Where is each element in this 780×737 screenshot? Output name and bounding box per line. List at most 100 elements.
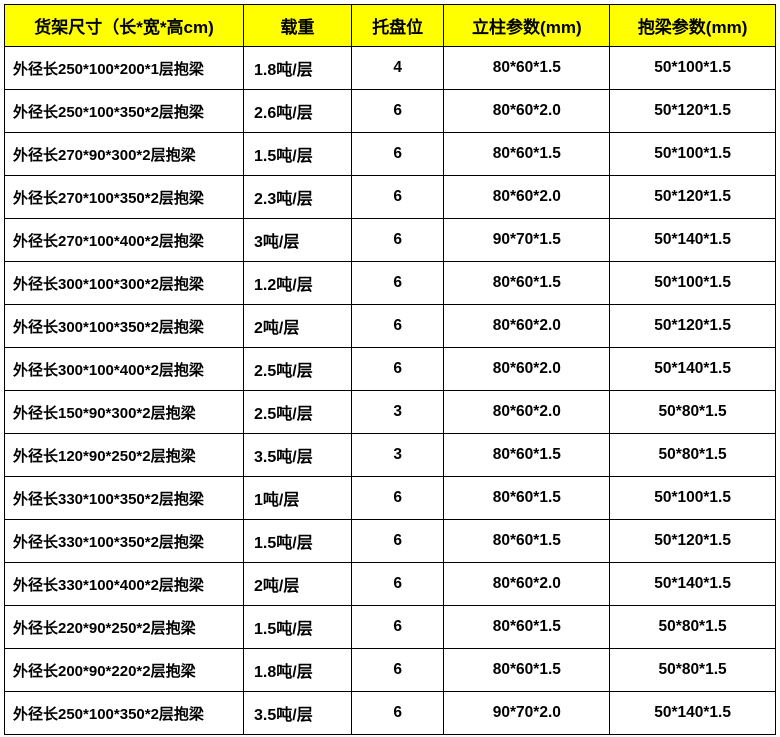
col-header-column-spec: 立柱参数(mm) (444, 5, 610, 47)
table-cell: 外径长200*90*220*2层抱梁 (5, 649, 244, 692)
table-cell: 6 (351, 176, 444, 219)
table-row: 外径长300*100*400*2层抱梁2.5吨/层680*60*2.050*14… (5, 348, 776, 391)
col-header-size: 货架尺寸（长*宽*高cm) (5, 5, 244, 47)
table-cell: 1吨/层 (244, 477, 352, 520)
table-row: 外径长120*90*250*2层抱梁3.5吨/层380*60*1.550*80*… (5, 434, 776, 477)
table-cell: 2吨/层 (244, 563, 352, 606)
col-header-pallet: 托盘位 (351, 5, 444, 47)
table-row: 外径长250*100*200*1层抱梁1.8吨/层480*60*1.550*10… (5, 47, 776, 90)
table-cell: 50*100*1.5 (610, 47, 776, 90)
table-cell: 90*70*1.5 (444, 219, 610, 262)
col-header-beam-spec: 抱梁参数(mm) (610, 5, 776, 47)
table-cell: 外径长150*90*300*2层抱梁 (5, 391, 244, 434)
table-cell: 50*140*1.5 (610, 219, 776, 262)
table-row: 外径长270*100*400*2层抱梁3吨/层690*70*1.550*140*… (5, 219, 776, 262)
table-cell: 50*120*1.5 (610, 176, 776, 219)
table-header: 货架尺寸（长*宽*高cm) 载重 托盘位 立柱参数(mm) 抱梁参数(mm) (5, 5, 776, 47)
table-row: 外径长200*90*220*2层抱梁1.8吨/层680*60*1.550*80*… (5, 649, 776, 692)
table-cell: 6 (351, 305, 444, 348)
table-cell: 外径长120*90*250*2层抱梁 (5, 434, 244, 477)
table-body: 外径长250*100*200*1层抱梁1.8吨/层480*60*1.550*10… (5, 47, 776, 735)
table-cell: 3.5吨/层 (244, 434, 352, 477)
table-cell: 6 (351, 520, 444, 563)
table-cell: 1.8吨/层 (244, 649, 352, 692)
table-cell: 50*80*1.5 (610, 649, 776, 692)
table-cell: 1.2吨/层 (244, 262, 352, 305)
table-cell: 3.5吨/层 (244, 692, 352, 735)
table-cell: 1.8吨/层 (244, 47, 352, 90)
table-cell: 外径长250*100*350*2层抱梁 (5, 90, 244, 133)
table-cell: 3 (351, 391, 444, 434)
table-cell: 6 (351, 219, 444, 262)
table-cell: 50*140*1.5 (610, 348, 776, 391)
table-cell: 外径长220*90*250*2层抱梁 (5, 606, 244, 649)
table-row: 外径长150*90*300*2层抱梁2.5吨/层380*60*2.050*80*… (5, 391, 776, 434)
spec-table: 货架尺寸（长*宽*高cm) 载重 托盘位 立柱参数(mm) 抱梁参数(mm) 外… (4, 4, 776, 735)
table-cell: 2.3吨/层 (244, 176, 352, 219)
table-cell: 4 (351, 47, 444, 90)
table-cell: 外径长330*100*350*2层抱梁 (5, 477, 244, 520)
table-cell: 50*80*1.5 (610, 606, 776, 649)
table-row: 外径长270*100*350*2层抱梁2.3吨/层680*60*2.050*12… (5, 176, 776, 219)
table-cell: 80*60*2.0 (444, 90, 610, 133)
table-row: 外径长330*100*350*2层抱梁1吨/层680*60*1.550*100*… (5, 477, 776, 520)
table-row: 外径长250*100*350*2层抱梁2.6吨/层680*60*2.050*12… (5, 90, 776, 133)
table-row: 外径长330*100*350*2层抱梁1.5吨/层680*60*1.550*12… (5, 520, 776, 563)
table-cell: 50*100*1.5 (610, 262, 776, 305)
table-cell: 6 (351, 348, 444, 391)
table-cell: 3 (351, 434, 444, 477)
table-cell: 6 (351, 90, 444, 133)
table-cell: 50*100*1.5 (610, 477, 776, 520)
table-row: 外径长300*100*300*2层抱梁1.2吨/层680*60*1.550*10… (5, 262, 776, 305)
table-cell: 6 (351, 262, 444, 305)
table-cell: 外径长250*100*200*1层抱梁 (5, 47, 244, 90)
table-cell: 2.6吨/层 (244, 90, 352, 133)
table-cell: 50*140*1.5 (610, 563, 776, 606)
table-row: 外径长330*100*400*2层抱梁2吨/层680*60*2.050*140*… (5, 563, 776, 606)
table-cell: 外径长250*100*350*2层抱梁 (5, 692, 244, 735)
table-cell: 50*100*1.5 (610, 133, 776, 176)
table-cell: 80*60*1.5 (444, 262, 610, 305)
table-cell: 80*60*1.5 (444, 649, 610, 692)
table-cell: 外径长300*100*400*2层抱梁 (5, 348, 244, 391)
table-cell: 外径长300*100*350*2层抱梁 (5, 305, 244, 348)
table-cell: 80*60*2.0 (444, 348, 610, 391)
table-cell: 80*60*2.0 (444, 176, 610, 219)
table-row: 外径长270*90*300*2层抱梁1.5吨/层680*60*1.550*100… (5, 133, 776, 176)
table-cell: 1.5吨/层 (244, 133, 352, 176)
table-row: 外径长250*100*350*2层抱梁3.5吨/层690*70*2.050*14… (5, 692, 776, 735)
table-cell: 外径长270*100*350*2层抱梁 (5, 176, 244, 219)
table-cell: 80*60*1.5 (444, 477, 610, 520)
table-row: 外径长220*90*250*2层抱梁1.5吨/层680*60*1.550*80*… (5, 606, 776, 649)
table-cell: 1.5吨/层 (244, 606, 352, 649)
table-cell: 50*140*1.5 (610, 692, 776, 735)
table-cell: 50*120*1.5 (610, 305, 776, 348)
table-cell: 90*70*2.0 (444, 692, 610, 735)
table-cell: 80*60*1.5 (444, 606, 610, 649)
table-cell: 50*80*1.5 (610, 434, 776, 477)
table-cell: 外径长270*100*400*2层抱梁 (5, 219, 244, 262)
table-cell: 80*60*1.5 (444, 133, 610, 176)
table-cell: 6 (351, 692, 444, 735)
table-cell: 外径长270*90*300*2层抱梁 (5, 133, 244, 176)
table-cell: 2.5吨/层 (244, 348, 352, 391)
table-cell: 6 (351, 606, 444, 649)
table-cell: 外径长330*100*400*2层抱梁 (5, 563, 244, 606)
table-cell: 2吨/层 (244, 305, 352, 348)
table-cell: 80*60*2.0 (444, 563, 610, 606)
table-cell: 50*120*1.5 (610, 90, 776, 133)
table-cell: 外径长330*100*350*2层抱梁 (5, 520, 244, 563)
table-cell: 80*60*1.5 (444, 520, 610, 563)
table-cell: 1.5吨/层 (244, 520, 352, 563)
table-cell: 50*120*1.5 (610, 520, 776, 563)
table-cell: 80*60*1.5 (444, 47, 610, 90)
table-row: 外径长300*100*350*2层抱梁2吨/层680*60*2.050*120*… (5, 305, 776, 348)
table-cell: 50*80*1.5 (610, 391, 776, 434)
table-cell: 6 (351, 477, 444, 520)
table-cell: 80*60*2.0 (444, 391, 610, 434)
table-cell: 80*60*2.0 (444, 305, 610, 348)
table-cell: 6 (351, 649, 444, 692)
table-cell: 外径长300*100*300*2层抱梁 (5, 262, 244, 305)
table-cell: 6 (351, 133, 444, 176)
table-cell: 2.5吨/层 (244, 391, 352, 434)
